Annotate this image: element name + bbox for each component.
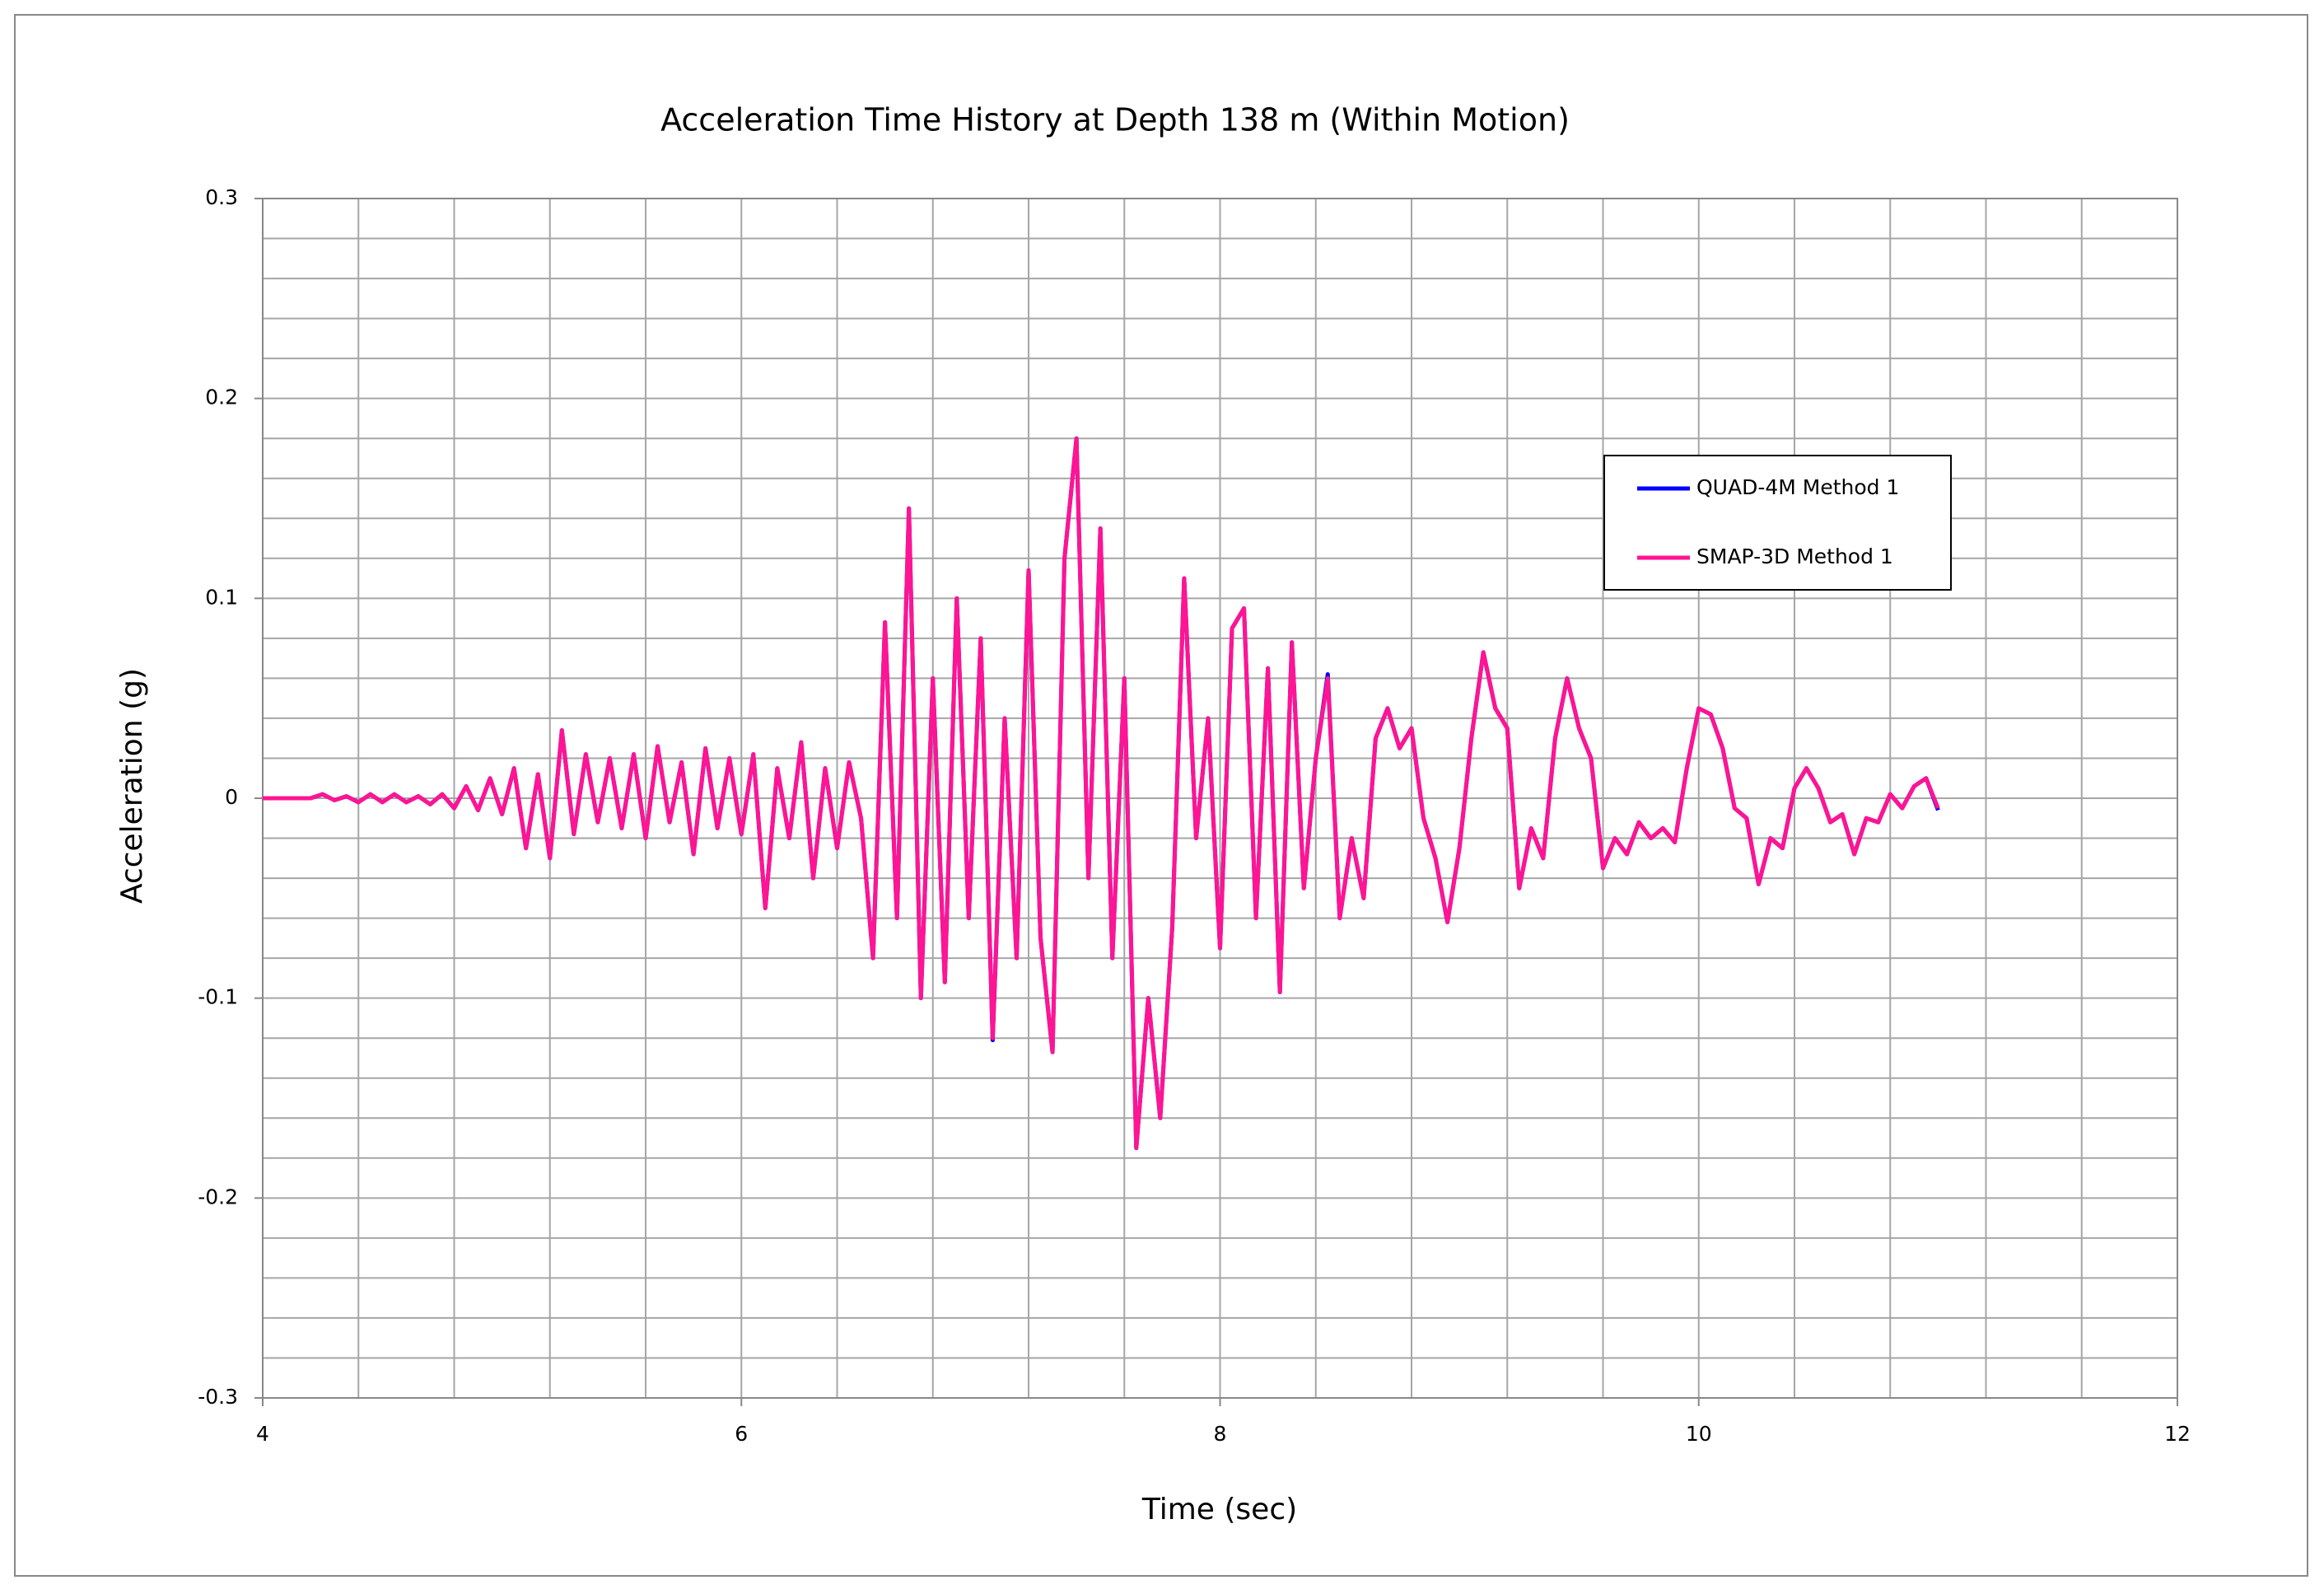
y-tick-label: -0.3 bbox=[198, 1385, 238, 1409]
x-axis-title: Time (sec) bbox=[1141, 1493, 1297, 1526]
y-tick-label: 0.3 bbox=[205, 185, 238, 209]
y-tick-label: 0.2 bbox=[205, 386, 238, 409]
plot-area bbox=[263, 436, 1940, 1151]
legend-box bbox=[1603, 455, 1952, 591]
grid: 4 6 8 10 12 -0.3 -0.2 -0.1 0 0.1 0.2 0.3 bbox=[198, 185, 2191, 1446]
x-tick-label: 4 bbox=[256, 1422, 269, 1446]
legend-label: QUAD-4M Method 1 bbox=[1696, 475, 1899, 499]
x-tick-label: 10 bbox=[1686, 1422, 1712, 1446]
chart-title: Acceleration Time History at Depth 138 m… bbox=[660, 102, 1570, 138]
x-tick-label: 8 bbox=[1214, 1422, 1227, 1446]
y-tick-label: -0.1 bbox=[198, 985, 238, 1009]
y-tick-label: 0 bbox=[225, 785, 238, 809]
x-tick-label: 12 bbox=[2164, 1422, 2191, 1446]
y-tick-label: 0.1 bbox=[205, 585, 238, 609]
legend-label: SMAP-3D Method 1 bbox=[1696, 545, 1893, 568]
series-line bbox=[263, 436, 1940, 1151]
legend: QUAD-4M Method 1 SMAP-3D Method 1 bbox=[1603, 455, 1952, 591]
y-tick-label: -0.2 bbox=[198, 1185, 238, 1208]
x-tick-label: 6 bbox=[735, 1422, 748, 1446]
y-axis-title: Acceleration (g) bbox=[115, 668, 149, 904]
